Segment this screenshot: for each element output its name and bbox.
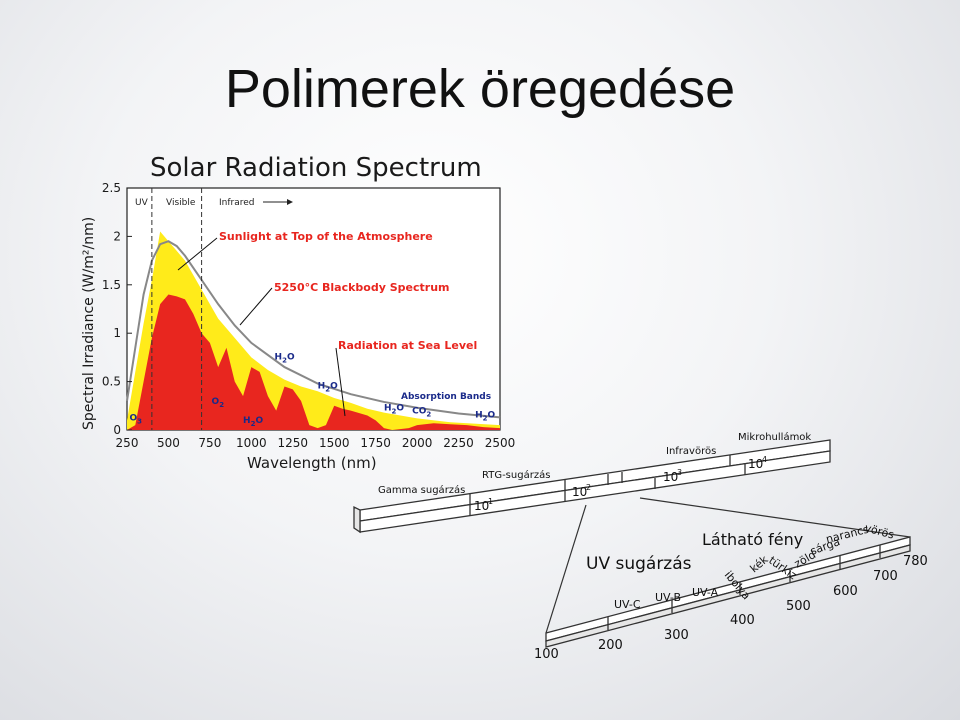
band-infrared: Infravörös xyxy=(666,446,716,457)
absorption-label: H2O xyxy=(275,352,295,364)
region-label-uv: UV xyxy=(135,198,149,208)
annotation-arrows xyxy=(177,237,346,417)
visible-light-label: Látható fény xyxy=(702,530,803,549)
tick-780: 780 xyxy=(903,554,928,569)
svg-text:4: 4 xyxy=(762,455,767,464)
uv-b-label: UV-B xyxy=(655,591,681,604)
absorption-label: H2O xyxy=(318,381,338,393)
y-tick-label: 2.5 xyxy=(102,181,121,195)
tick-400: 400 xyxy=(730,613,755,628)
svg-text:1: 1 xyxy=(488,497,493,506)
x-tick-label: 250 xyxy=(116,436,139,450)
x-tick-label: 750 xyxy=(198,436,221,450)
top-tick-2: 102 xyxy=(572,483,591,499)
solar-spectrum-chart: Solar Radiation Spectrum 250 500 750 1000 12… xyxy=(81,153,515,472)
svg-text:10: 10 xyxy=(748,457,763,471)
y-tick-label: 1 xyxy=(113,326,121,340)
annotation-top-atmosphere: Sunlight at Top of the Atmosphere xyxy=(219,230,433,243)
tick-300: 300 xyxy=(664,628,689,643)
x-tick-label: 2250 xyxy=(443,436,474,450)
absorption-label: O2 xyxy=(212,397,225,409)
tick-200: 200 xyxy=(598,638,623,653)
y-tick-label: 0 xyxy=(113,423,121,437)
y-tick-label: 1.5 xyxy=(102,278,121,292)
region-label-visible: Visible xyxy=(166,198,196,208)
svg-text:2: 2 xyxy=(586,483,591,492)
zoom-lines xyxy=(545,497,911,634)
x-tick-label: 2500 xyxy=(485,436,515,450)
svg-text:3: 3 xyxy=(677,468,682,477)
tick-700: 700 xyxy=(873,569,898,584)
band-microwave: Mikrohullámok xyxy=(738,431,811,443)
absorption-label: CO2 xyxy=(412,407,431,419)
svg-text:10: 10 xyxy=(474,499,489,513)
tick-500: 500 xyxy=(786,599,811,614)
top-tick-1: 101 xyxy=(474,497,493,513)
svg-text:10: 10 xyxy=(572,485,587,499)
x-axis-label: Wavelength (nm) xyxy=(247,454,377,472)
x-tick-label: 1250 xyxy=(278,436,309,450)
tick-600: 600 xyxy=(833,584,858,599)
uv-c-label: UV-C xyxy=(614,598,641,611)
region-label-infrared: Infrared xyxy=(219,198,255,208)
svg-text:10: 10 xyxy=(663,470,678,484)
em-spectrum-diagram: Gamma sugárzás RTG-sugárzás Infravörös M… xyxy=(353,431,928,662)
band-xray: RTG-sugárzás xyxy=(482,469,550,481)
infrared-arrow-head xyxy=(287,199,293,205)
absorption-label: H2O xyxy=(475,410,495,422)
annotation-sea-level: Radiation at Sea Level xyxy=(338,339,477,352)
em-top-bar xyxy=(353,439,831,534)
x-tick-label: 500 xyxy=(157,436,180,450)
slide-title: Polimerek öregedése xyxy=(224,59,736,119)
absorption-label: H2O xyxy=(243,416,263,428)
em-bottom-bar xyxy=(545,536,911,648)
series-sea-level xyxy=(127,294,500,430)
top-tick-3: 103 xyxy=(663,468,682,484)
chart-title: Solar Radiation Spectrum xyxy=(150,153,482,183)
y-axis-label: Spectral Irradiance (W/m²/nm) xyxy=(81,217,97,430)
top-tick-4: 104 xyxy=(748,455,767,471)
annotation-blackbody: 5250°C Blackbody Spectrum xyxy=(274,281,450,294)
band-gamma: Gamma sugárzás xyxy=(378,484,465,496)
x-tick-label: 2000 xyxy=(402,436,433,450)
x-tick-label: 1500 xyxy=(319,436,350,450)
uv-a-label: UV-A xyxy=(692,586,719,599)
annotation-absorption-bands: Absorption Bands xyxy=(401,392,491,402)
y-tick-label: 0.5 xyxy=(102,375,121,389)
x-tick-label: 1750 xyxy=(360,436,391,450)
tick-100: 100 xyxy=(534,647,559,662)
y-tick-label: 2 xyxy=(113,229,121,243)
absorption-label: H2O xyxy=(384,404,404,416)
x-tick-label: 1000 xyxy=(236,436,267,450)
color-red: vörös xyxy=(863,521,896,541)
absorption-label: O3 xyxy=(129,413,142,425)
uv-label: UV sugárzás xyxy=(586,554,692,574)
